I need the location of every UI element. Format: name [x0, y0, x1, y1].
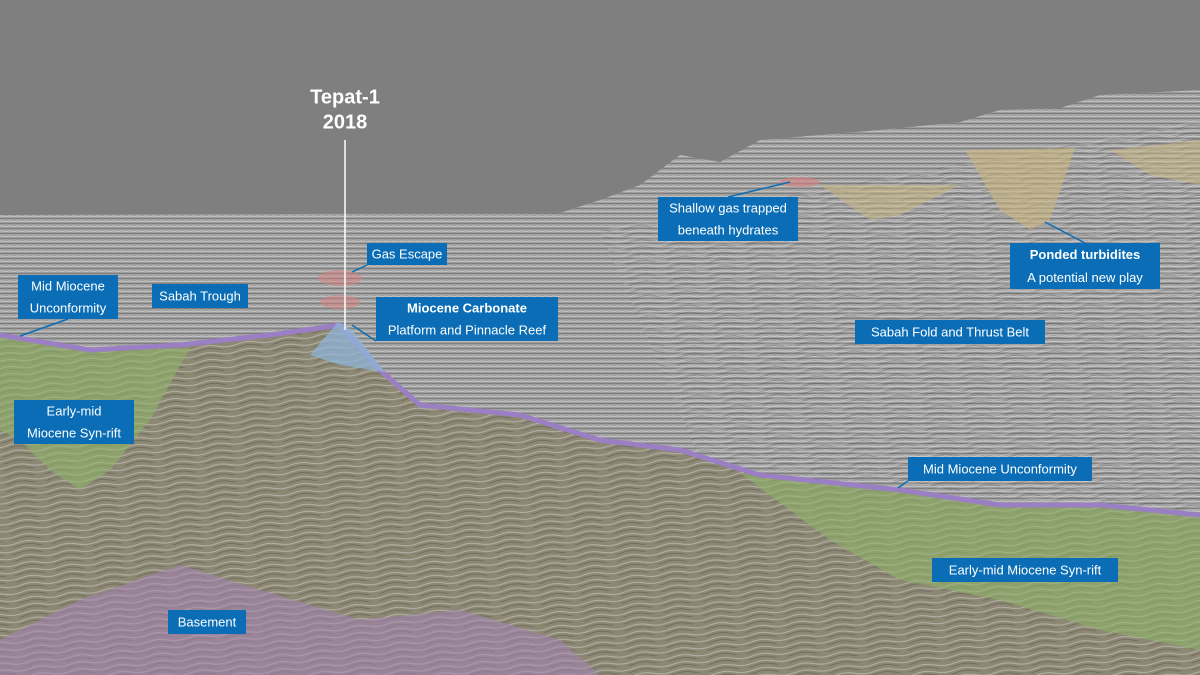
label-text: A potential new play	[1027, 270, 1143, 285]
label-box	[168, 610, 246, 634]
label-text: Miocene Carbonate	[407, 300, 527, 315]
label-text: Basement	[178, 614, 237, 629]
leader-line	[351, 324, 377, 342]
label-text: Gas Escape	[372, 246, 443, 261]
leader-line	[19, 318, 69, 337]
label-box	[18, 275, 118, 319]
label-box	[855, 320, 1045, 344]
label-box	[658, 197, 798, 241]
label-text: Shallow gas trapped	[669, 200, 787, 215]
label-box	[376, 297, 558, 341]
leader-line	[727, 181, 791, 198]
label-text: Sabah Trough	[159, 288, 241, 303]
label-box	[1010, 243, 1160, 289]
turbidites	[1110, 140, 1200, 185]
leader-line	[351, 264, 368, 273]
label-box	[932, 558, 1118, 582]
carbonate-reef	[310, 322, 385, 372]
label-text: Platform and Pinnacle Reef	[388, 322, 547, 337]
label-box	[367, 243, 447, 265]
gas-escape	[318, 270, 362, 286]
label-box	[908, 457, 1092, 481]
label-text: Mid Miocene	[31, 278, 105, 293]
turbidites	[820, 185, 960, 220]
label-text: Mid Miocene Unconformity	[923, 461, 1077, 476]
well-year: 2018	[323, 111, 368, 133]
shallow-gas	[780, 177, 820, 187]
label-text: Miocene Syn-rift	[27, 425, 121, 440]
basement-zone	[0, 565, 600, 675]
turbidites	[965, 148, 1075, 230]
labels: Gas Escape Mid Miocene Unconformity Sabah T…	[14, 181, 1160, 634]
well-name: Tepat-1	[310, 86, 380, 108]
label-text: Unconformity	[30, 300, 107, 315]
label-text: Early-mid	[47, 403, 102, 418]
unconformity	[0, 322, 1200, 518]
label-box	[14, 400, 134, 444]
gas-escape	[320, 295, 360, 309]
label-text: Ponded turbidites	[1030, 247, 1141, 262]
label-text: Early-mid Miocene Syn-rift	[949, 562, 1102, 577]
label-box	[152, 284, 248, 308]
label-text: Sabah Fold and Thrust Belt	[871, 324, 1029, 339]
label-text: beneath hydrates	[678, 222, 779, 237]
basement-texture	[0, 325, 1200, 675]
leader-line	[1044, 221, 1086, 244]
leader-line	[897, 480, 909, 489]
